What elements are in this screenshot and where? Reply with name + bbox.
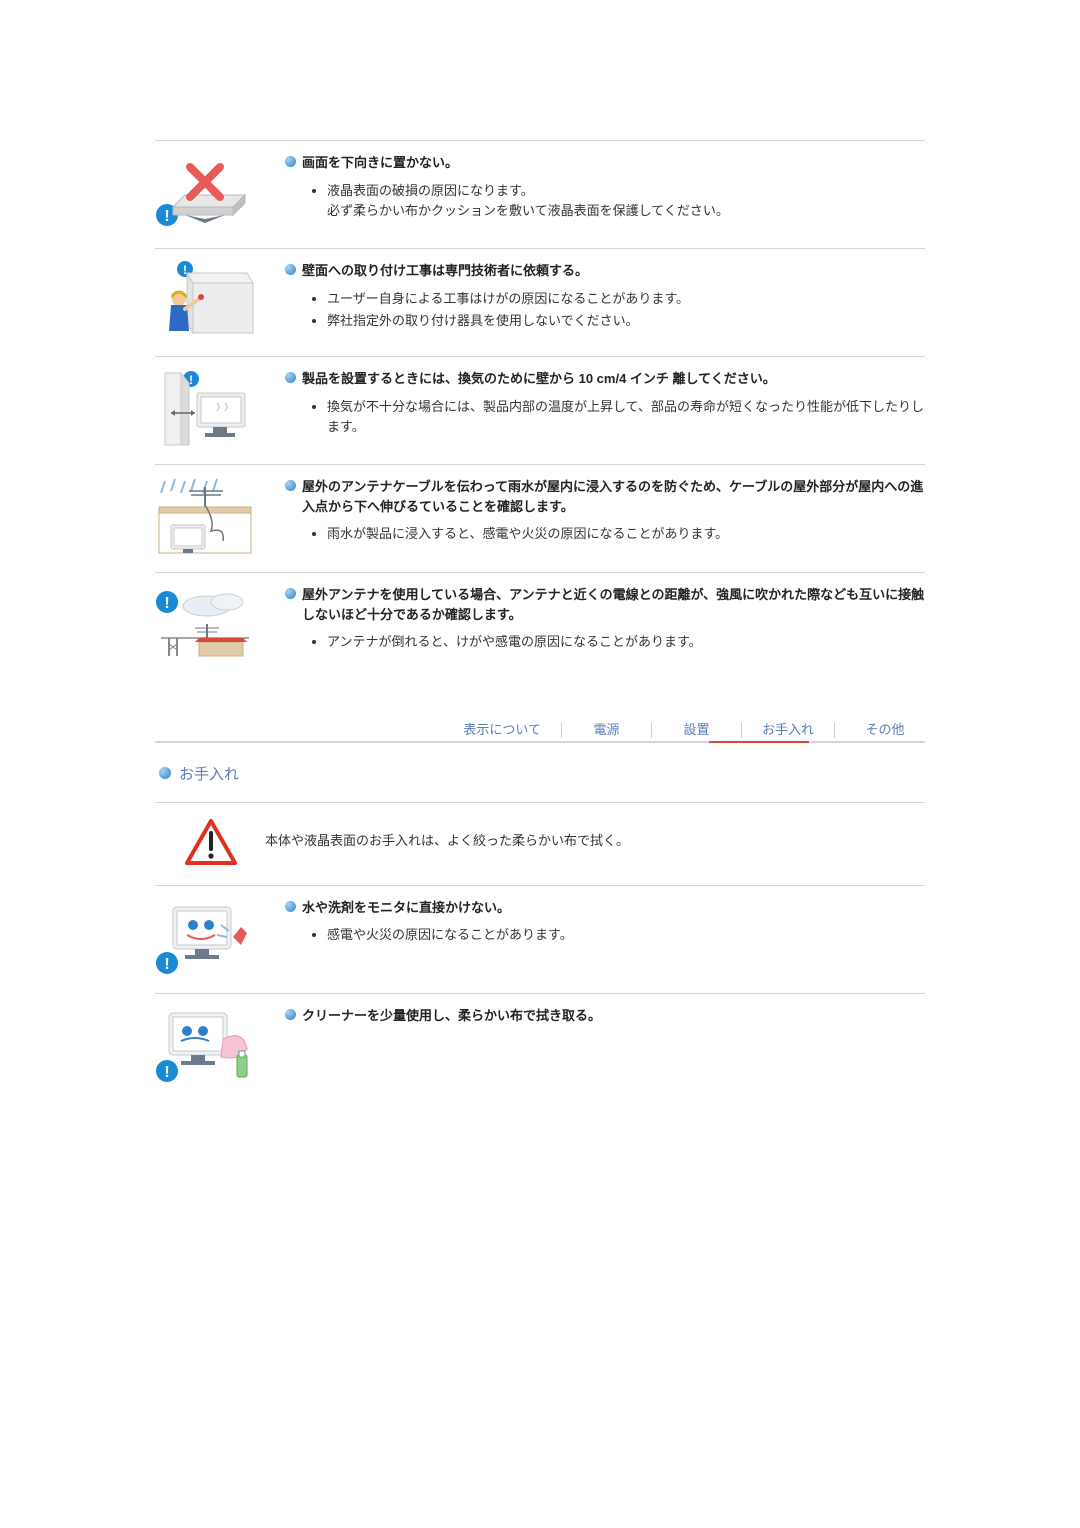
safety-item: ! 屋外アンテナを使用している場合、 [155,572,925,692]
item-sub: 換気が不十分な場合には、製品内部の温度が上昇して、部品の寿命が短くなったり性能が… [327,397,925,439]
antenna-wind-icon: ! [155,587,255,662]
tab-install[interactable]: 設置 [652,722,742,738]
item-heading: 製品を設置するときには、換気のために壁から 10 cm/4 インチ 離してくださ… [285,369,925,389]
tabs: 表示について 電源 設置 お手入れ その他 [155,722,925,738]
item-title: 屋外アンテナを使用している場合、アンテナと近くの電線との距離が、強風に吹かれた際… [302,585,925,624]
safety-item: ! 製品を設置するときには、換気のために壁から 10 cm [155,356,925,464]
safety-icon-cell [155,815,265,867]
safety-icon-cell: ! [155,1006,285,1083]
item-sublist: アンテナが倒れると、けがや感電の原因になることがあります。 [327,632,925,653]
wall-ventilation-icon: ! [155,371,255,446]
item-heading: 壁面への取り付け工事は専門技術者に依頼する。 [285,261,925,281]
category-heading: お手入れ [159,763,925,784]
safety-item: 屋外のアンテナケーブルを伝わって雨水が屋内に浸入するのを防ぐため、ケーブルの屋外… [155,464,925,572]
item-sub: 液晶表面の破損の原因になります。 必ず柔らかい布かクッションを敷いて液晶表面を保… [327,181,925,223]
wallmount-worker-icon: ! [155,263,255,338]
tab-power[interactable]: 電源 [562,722,652,738]
safety-text-cell: 屋外のアンテナケーブルを伝わって雨水が屋内に浸入するのを防ぐため、ケーブルの屋外… [285,477,925,547]
tab-label: その他 [865,722,904,737]
safety-item: ! 水や洗剤をモニタに直接かけない。 感電や火災の原因になることがあります。 [155,885,925,993]
item-sub: 感電や火災の原因になることがあります。 [327,925,925,946]
category-block: お手入れ 本体や液晶表面のお手入れは、よく絞った柔らかい布で拭く。 [155,763,925,1101]
safety-icon-cell: ! [155,261,285,338]
safety-item: ! 壁面への取り付け工事は専門技術者に依頼する。 ユーザー自身による工事はけがの [155,248,925,356]
section-tab-bar: 表示について 電源 設置 お手入れ その他 [155,722,925,743]
bullet-icon [285,1009,296,1020]
bullet-icon [285,588,296,599]
category-title: お手入れ [179,763,239,784]
wipe-cleaner-icon: ! [155,1008,255,1083]
item-sublist: 液晶表面の破損の原因になります。 必ず柔らかい布かクッションを敷いて液晶表面を保… [327,181,925,223]
safety-text-cell: 壁面への取り付け工事は専門技術者に依頼する。 ユーザー自身による工事はけがの原因… [285,261,925,334]
safety-item: ! クリーナーを少量使用し、柔らかい布で拭き取る。 [155,993,925,1101]
svg-text:!: ! [164,208,169,225]
safety-icon-cell: ! [155,153,285,230]
safety-icon-cell: ! [155,585,285,662]
svg-text:!: ! [189,373,193,387]
item-sub: 弊社指定外の取り付け器具を使用しないでください。 [327,311,925,332]
svg-text:!: ! [164,1064,169,1081]
item-sub: アンテナが倒れると、けがや感電の原因になることがあります。 [327,632,925,653]
item-title: 壁面への取り付け工事は専門技術者に依頼する。 [302,261,588,281]
safety-item: ! 画面を下向きに置かない。 液晶表面の破損の原因になります。 必ず柔らかい布か… [155,140,925,248]
bullet-icon [159,767,171,779]
safety-text-cell: 画面を下向きに置かない。 液晶表面の破損の原因になります。 必ず柔らかい布かクッ… [285,153,925,224]
tab-other[interactable]: その他 [835,722,925,738]
safety-text-cell: クリーナーを少量使用し、柔らかい布で拭き取る。 [285,1006,925,1034]
bullet-icon [285,156,296,167]
bullet-icon [285,264,296,275]
svg-text:!: ! [164,595,169,612]
item-title: 水や洗剤をモニタに直接かけない。 [302,898,510,918]
item-heading: 水や洗剤をモニタに直接かけない。 [285,898,925,918]
antenna-rain-icon [155,479,255,554]
item-sublist: 感電や火災の原因になることがあります。 [327,925,925,946]
item-heading: クリーナーを少量使用し、柔らかい布で拭き取る。 [285,1006,925,1026]
tab-label: お手入れ [762,722,814,737]
tab-label: 表示について [463,722,541,737]
safety-icon-cell: ! [155,369,285,446]
bullet-icon [285,480,296,491]
tab-label: 電源 [593,722,619,737]
item-sub: 雨水が製品に浸入すると、感電や火災の原因になることがあります。 [327,524,925,545]
item-title: 画面を下向きに置かない。 [302,153,458,173]
safety-item: 本体や液晶表面のお手入れは、よく絞った柔らかい布で拭く。 [155,802,925,885]
item-heading: 画面を下向きに置かない。 [285,153,925,173]
tab-maintenance[interactable]: お手入れ [742,722,835,738]
safety-text-cell: 製品を設置するときには、換気のために壁から 10 cm/4 インチ 離してくださ… [285,369,925,440]
item-title: 製品を設置するときには、換気のために壁から 10 cm/4 インチ 離してくださ… [302,369,776,389]
intro-text: 本体や液晶表面のお手入れは、よく絞った柔らかい布で拭く。 [265,831,925,852]
safety-text-cell: 水や洗剤をモニタに直接かけない。 感電や火災の原因になることがあります。 [285,898,925,948]
item-sublist: 雨水が製品に浸入すると、感電や火災の原因になることがあります。 [327,524,925,545]
tab-underline [155,742,925,743]
item-sublist: 換気が不十分な場合には、製品内部の温度が上昇して、部品の寿命が短くなったり性能が… [327,397,925,439]
safety-list-block-1: ! 画面を下向きに置かない。 液晶表面の破損の原因になります。 必ず柔らかい布か… [155,140,925,692]
facedown-x-icon: ! [155,155,255,230]
item-title: クリーナーを少量使用し、柔らかい布で拭き取る。 [302,1006,601,1026]
safety-text-cell: 本体や液晶表面のお手入れは、よく絞った柔らかい布で拭く。 [265,815,925,852]
item-sublist: ユーザー自身による工事はけがの原因になることがあります。 弊社指定外の取り付け器… [327,289,925,333]
warn-triangle-icon [183,817,239,867]
tab-label: 設置 [683,722,709,737]
item-title: 屋外のアンテナケーブルを伝わって雨水が屋内に浸入するのを防ぐため、ケーブルの屋外… [302,477,925,516]
tab-display[interactable]: 表示について [443,722,562,738]
svg-text:!: ! [164,956,169,973]
item-heading: 屋外アンテナを使用している場合、アンテナと近くの電線との距離が、強風に吹かれた際… [285,585,925,624]
bullet-icon [285,901,296,912]
safety-icon-cell [155,477,285,554]
svg-text:!: ! [183,263,187,277]
item-sub: ユーザー自身による工事はけがの原因になることがあります。 [327,289,925,310]
bullet-icon [285,372,296,383]
item-heading: 屋外のアンテナケーブルを伝わって雨水が屋内に浸入するのを防ぐため、ケーブルの屋外… [285,477,925,516]
safety-text-cell: 屋外アンテナを使用している場合、アンテナと近くの電線との距離が、強風に吹かれた際… [285,585,925,655]
safety-icon-cell: ! [155,898,285,975]
spray-no-icon: ! [155,900,255,975]
